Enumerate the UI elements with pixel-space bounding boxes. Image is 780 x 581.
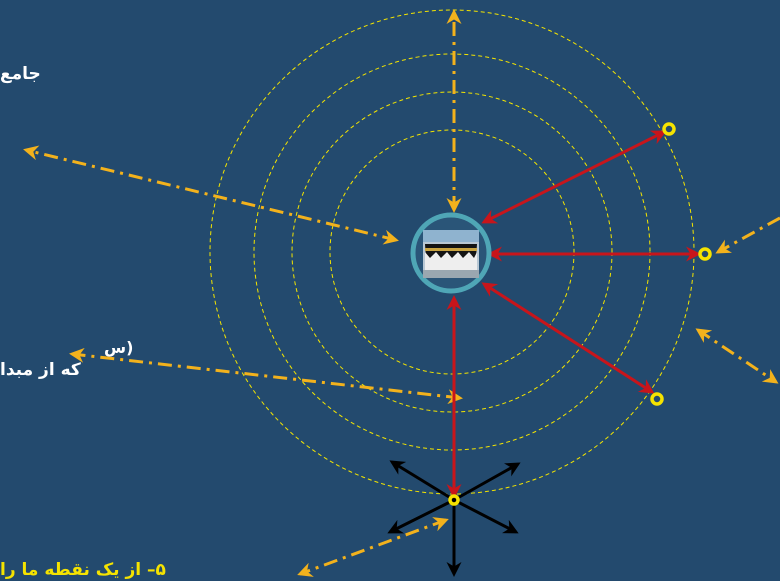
black-arrow-lower-left xyxy=(387,498,455,534)
caption-line-2: (س xyxy=(104,338,134,357)
caption-line-1: جامع xyxy=(0,64,41,84)
orange-arrow-right-top xyxy=(715,216,780,254)
caption-line-3: که از مبدا xyxy=(0,360,81,380)
ring-point-icon xyxy=(650,392,664,406)
ring-points xyxy=(448,122,712,506)
black-arrow-upper-right xyxy=(453,462,521,502)
ring-point-icon xyxy=(662,122,676,136)
black-arrow-upper-left xyxy=(389,460,455,502)
red-arrows xyxy=(446,130,701,499)
caption-line-4: ۵– از یک نقطه ما را xyxy=(0,560,166,580)
red-arrow-upper-right xyxy=(481,130,667,224)
orange-arrows xyxy=(23,9,780,577)
ring-point-icon xyxy=(448,494,460,506)
kaaba-icon xyxy=(410,212,492,294)
orange-arrow-mid-left xyxy=(69,347,463,405)
black-arrow-lower-right xyxy=(453,498,519,534)
ring-point-icon xyxy=(698,247,712,261)
orange-arrow-left xyxy=(23,145,399,245)
orange-arrow-bottom xyxy=(297,517,449,577)
orange-arrow-right-bottom xyxy=(695,328,779,384)
red-arrow-lower-right xyxy=(481,282,655,394)
black-arrows xyxy=(387,460,521,577)
